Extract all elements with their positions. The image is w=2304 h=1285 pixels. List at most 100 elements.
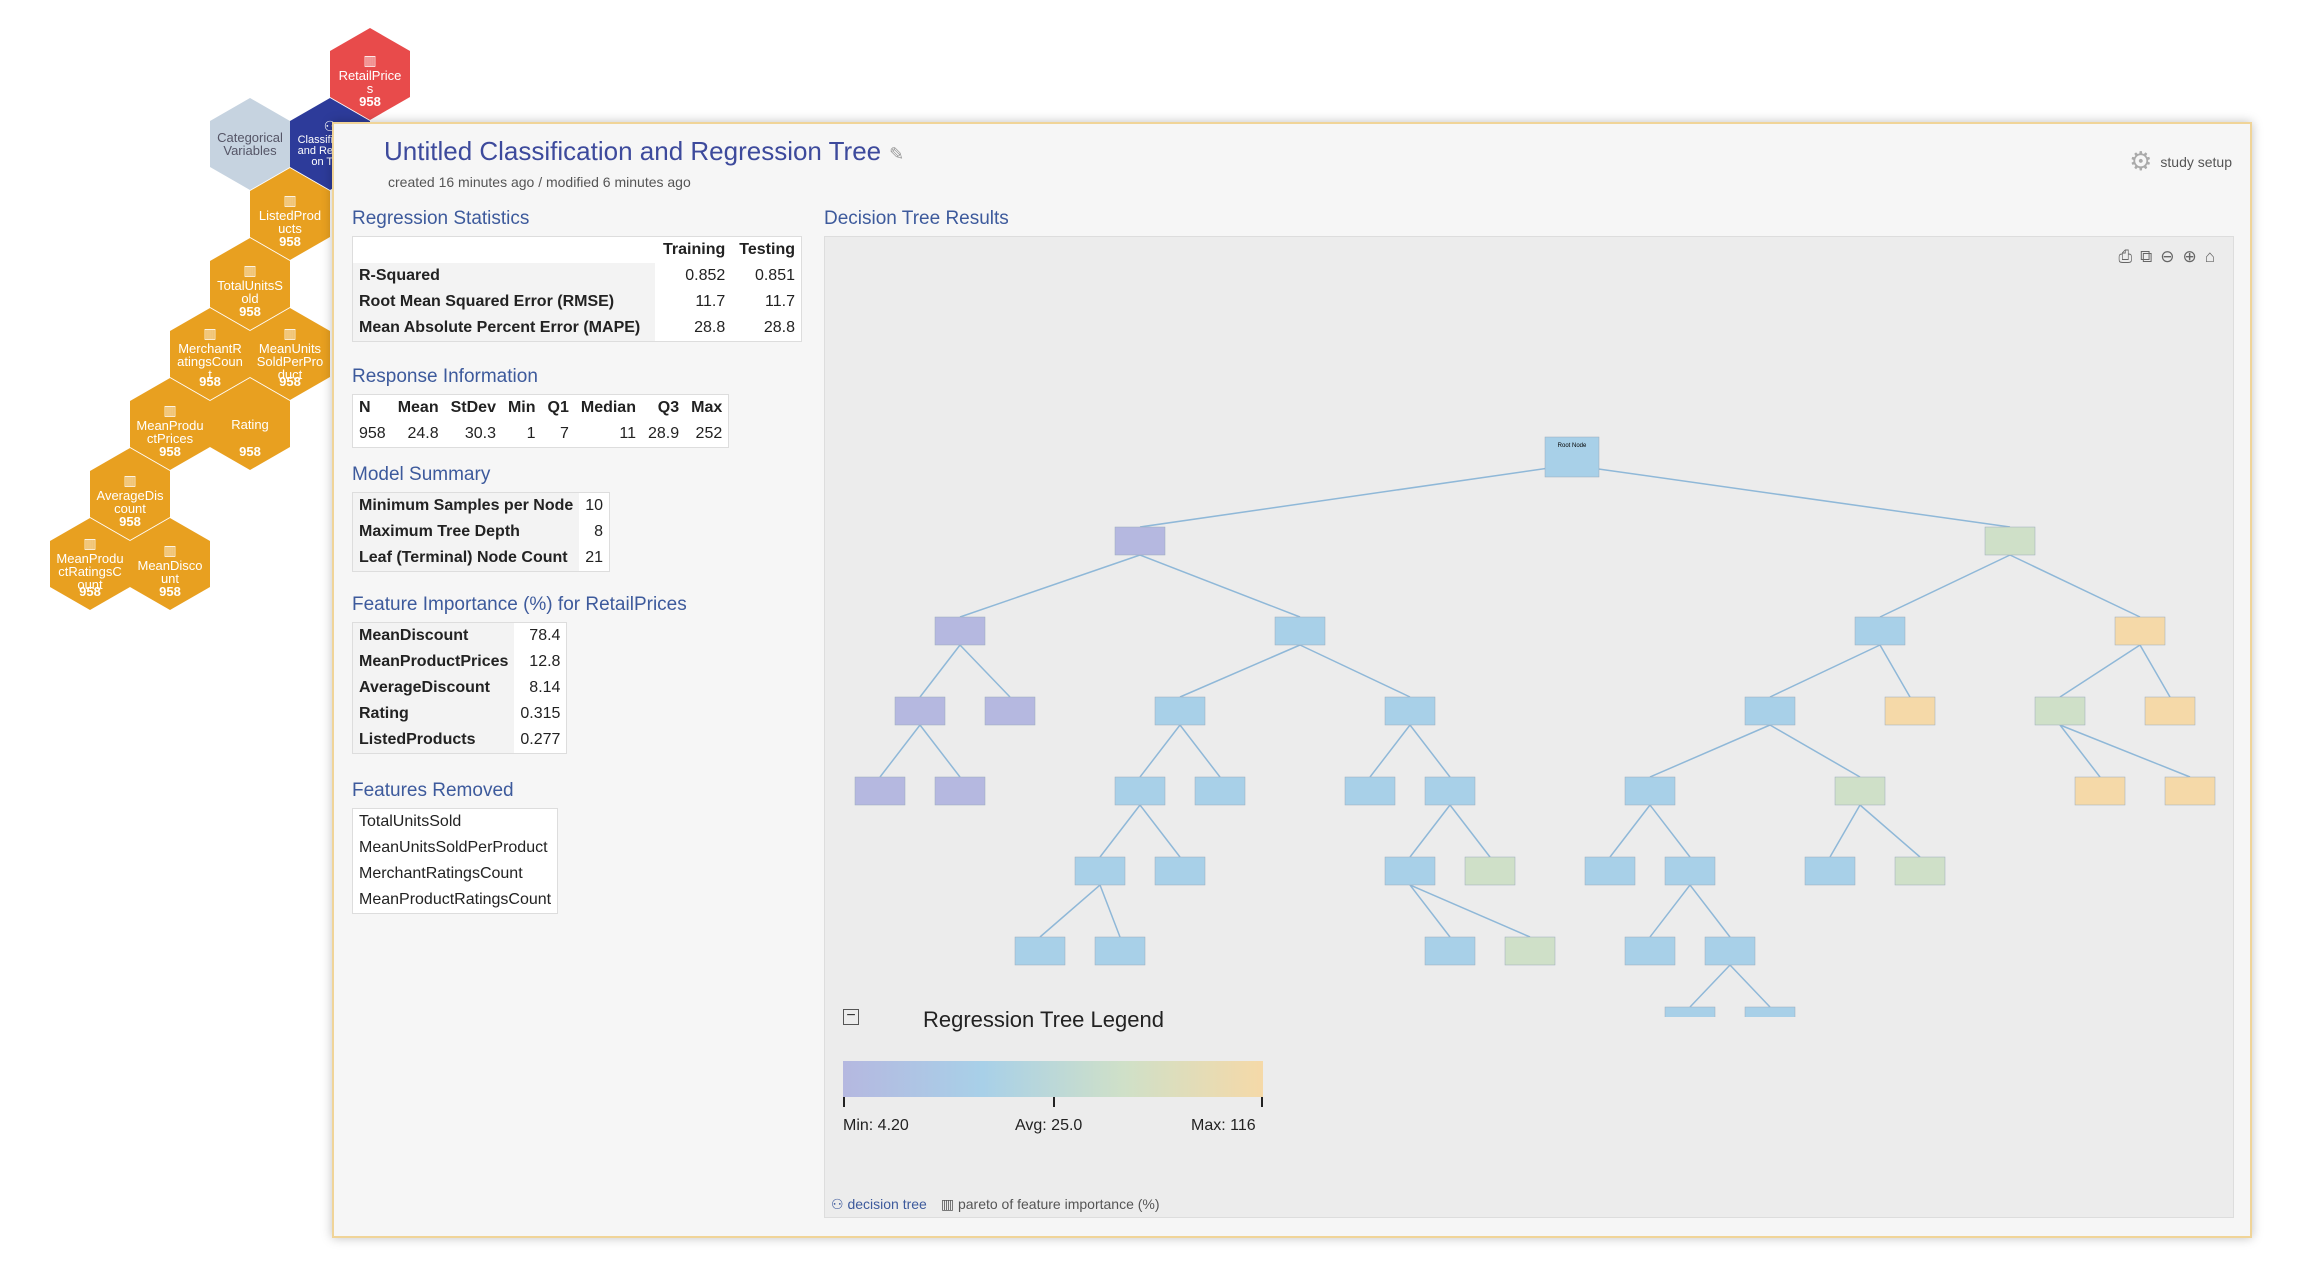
hex-meanunitssoldperproduct[interactable]: ▥ MeanUnitsSoldPerProduct 958 <box>250 308 330 400</box>
tree-node[interactable] <box>2164 776 2216 806</box>
tree-node[interactable] <box>1704 936 1756 966</box>
tree-node[interactable] <box>1384 696 1436 726</box>
legend-color-bar <box>843 1061 1263 1097</box>
bar-chart-icon: ▥ <box>123 471 137 488</box>
tree-edge <box>1449 804 1491 858</box>
tree-diagram: Root Node <box>854 436 2216 1017</box>
tree-icon: ⚇ <box>831 1196 844 1212</box>
tree-edge <box>2059 724 2101 778</box>
tree-node[interactable] <box>934 616 986 646</box>
tree-node[interactable] <box>1424 936 1476 966</box>
regression-stats-table: Training Testing R-Squared 0.852 0.851 R… <box>352 236 802 342</box>
camera-icon[interactable]: ⎙ <box>2118 247 2133 266</box>
tree-node[interactable] <box>1884 696 1936 726</box>
tree-node[interactable] <box>2074 776 2126 806</box>
tree-node[interactable] <box>1584 856 1636 886</box>
tree-node[interactable] <box>1114 526 1166 556</box>
pencil-icon[interactable]: ✎ <box>889 144 905 164</box>
tree-node[interactable] <box>984 696 1036 726</box>
home-icon[interactable]: ⌂ <box>2204 247 2215 266</box>
tree-edge <box>1859 804 1921 858</box>
tab-decision-tree[interactable]: ⚇ decision tree <box>831 1196 927 1212</box>
tree-node[interactable] <box>1344 776 1396 806</box>
table-row: R-Squared 0.852 0.851 <box>352 263 802 289</box>
tree-edge <box>1179 644 1301 698</box>
bar-chart-icon: ▥ <box>363 51 377 68</box>
tree-edge <box>1139 464 1571 528</box>
tree-node[interactable] <box>1114 776 1166 806</box>
tree-node[interactable] <box>1424 776 1476 806</box>
zoom-out-icon[interactable]: ⊖ <box>2160 247 2175 266</box>
tree-node[interactable] <box>1074 856 1126 886</box>
tree-edge <box>1689 964 1731 1008</box>
tree-node[interactable] <box>2144 696 2196 726</box>
tree-node[interactable] <box>1274 616 1326 646</box>
bar-chart-icon: ▥ <box>163 401 177 418</box>
tree-edge <box>1729 964 1771 1008</box>
tree-edge <box>1569 464 2011 528</box>
tree-node[interactable] <box>1014 936 1066 966</box>
root-node[interactable] <box>1544 436 1600 478</box>
tree-edge <box>879 724 921 778</box>
bar-chart-icon: ▥ <box>283 191 297 208</box>
tree-node[interactable] <box>934 776 986 806</box>
tree-node[interactable] <box>1744 1006 1796 1017</box>
tree-edge <box>919 724 961 778</box>
tree-edge <box>1139 804 1181 858</box>
tree-edge <box>1139 724 1181 778</box>
col-testing: Testing <box>739 241 795 258</box>
legend-collapse-icon[interactable]: − <box>843 1008 859 1025</box>
tab-pareto-feature-importance[interactable]: ▥ pareto of feature importance (%) <box>940 1196 1160 1212</box>
tree-node[interactable] <box>1094 936 1146 966</box>
gear-icon: ⚙ <box>2129 146 2153 176</box>
tree-node[interactable] <box>1744 696 1796 726</box>
tree-node[interactable] <box>1194 776 1246 806</box>
legend-avg: Avg: 25.0 <box>1015 1117 1083 1134</box>
tree-node[interactable] <box>1384 856 1436 886</box>
tree-edge <box>1649 804 1691 858</box>
table-row: Rating 0.315 <box>352 701 567 727</box>
model-summary-title: Model Summary <box>352 464 491 485</box>
tree-node[interactable] <box>894 696 946 726</box>
tree-node[interactable] <box>1464 856 1516 886</box>
tree-node[interactable] <box>1984 526 2036 556</box>
tree-node[interactable] <box>854 776 906 806</box>
tree-node[interactable] <box>1154 696 1206 726</box>
bar-chart-icon: ▥ <box>203 325 217 341</box>
zoom-in-icon[interactable]: ⊕ <box>2182 247 2197 266</box>
response-info-title: Response Information <box>352 366 538 387</box>
tree-node[interactable] <box>1894 856 1946 886</box>
page-title[interactable]: Untitled Classification and Regression T… <box>384 136 905 166</box>
hex-retailprices[interactable]: ▥ RetailPrices 958 <box>330 28 410 120</box>
tree-edge <box>1099 804 1141 858</box>
hex-meanproductprices[interactable]: ▥ MeanProductPrices 958 <box>130 378 210 470</box>
tree-node[interactable] <box>1624 936 1676 966</box>
tree-node[interactable] <box>1804 856 1856 886</box>
tree-node[interactable] <box>1664 856 1716 886</box>
tree-node[interactable] <box>2034 696 2086 726</box>
export-icon[interactable]: ⧉ <box>2140 247 2153 266</box>
decision-tree-title: Decision Tree Results <box>824 208 1009 229</box>
tree-edge <box>1829 804 1861 858</box>
hex-merchantratingscount[interactable]: ▥ MerchantRatingsCount 958 <box>170 308 250 400</box>
tree-edge <box>959 644 1011 698</box>
hex-categorical-variables[interactable]: Categorical Variables <box>210 98 290 190</box>
hex-rating[interactable]: Rating 958 <box>210 378 290 470</box>
list-item: TotalUnitsSold <box>359 813 462 830</box>
tree-edge <box>1879 644 1911 698</box>
col-training: Training <box>663 241 726 258</box>
study-panel: Untitled Classification and Regression T… <box>332 122 2252 1238</box>
tree-edge <box>959 554 1141 618</box>
hex-listedproducts[interactable]: ▥ ListedProducts 958 <box>250 168 330 260</box>
tree-node[interactable] <box>2114 616 2166 646</box>
tree-node[interactable] <box>1854 616 1906 646</box>
tree-node[interactable] <box>1834 776 1886 806</box>
tree-node[interactable] <box>1154 856 1206 886</box>
tree-edge <box>1139 554 1301 618</box>
tree-node[interactable] <box>1624 776 1676 806</box>
list-item: MerchantRatingsCount <box>359 865 523 882</box>
tree-node[interactable] <box>1504 936 1556 966</box>
tree-node[interactable] <box>1664 1006 1716 1017</box>
study-setup-button[interactable]: ⚙ study setup <box>2129 146 2232 176</box>
tree-edge <box>1299 644 1411 698</box>
